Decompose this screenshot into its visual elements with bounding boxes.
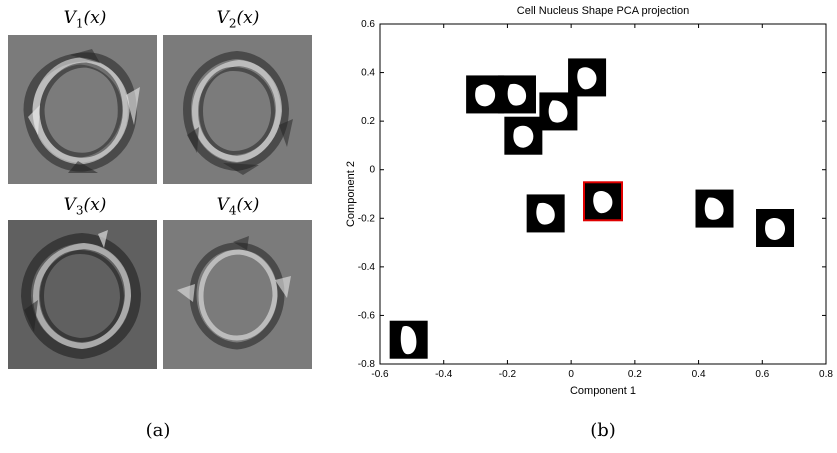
y-tick-label: -0.2 (358, 213, 376, 224)
nucleus-thumbnail (695, 189, 734, 228)
points-layer (389, 58, 795, 359)
x-tick-label: 0.2 (628, 369, 642, 380)
x-tick-label: 0 (568, 369, 574, 380)
nucleus-thumbnail (504, 116, 543, 155)
caption-b: (b) (590, 420, 616, 441)
mode-title-v3: V3(x) (63, 195, 107, 218)
x-tick-label: -0.4 (435, 369, 453, 380)
mode-image-v4 (163, 220, 312, 369)
mode-image-v2 (163, 35, 312, 184)
y-tick-label: -0.6 (358, 310, 376, 321)
y-axis-label: Component 2 (345, 161, 357, 227)
nucleus-thumbnail (539, 92, 578, 131)
nucleus-thumbnail-highlighted (583, 181, 623, 222)
mode-title-v2: V2(x) (216, 8, 260, 31)
x-tick-label: -0.2 (499, 369, 517, 380)
x-tick-label: 0.4 (692, 369, 706, 380)
x-axis: -0.6 -0.4 -0.2 0 0.2 0.4 0.6 0.8 (371, 24, 833, 380)
mode-title-v1: V1(x) (63, 8, 107, 31)
nucleus-thumbnail (497, 75, 536, 114)
x-tick-label: 0.8 (819, 369, 833, 380)
mode-image-v3 (8, 220, 157, 369)
y-axis: 0.6 0.4 0.2 0 -0.2 -0.4 -0.6 -0.8 (358, 19, 826, 370)
y-tick-label: -0.4 (358, 262, 376, 273)
chart-title: Cell Nucleus Shape PCA projection (517, 5, 689, 17)
mode-image-v1 (8, 35, 157, 184)
nucleus-thumbnail (568, 58, 607, 97)
nucleus-thumbnail (389, 320, 428, 359)
y-tick-label: 0 (369, 165, 375, 176)
mode-title-v4: V4(x) (216, 195, 260, 218)
pca-scatter-plot: Cell Nucleus Shape PCA projection -0.6 -0… (345, 5, 833, 397)
y-tick-label: 0.4 (361, 68, 375, 79)
y-tick-label: 0.6 (361, 19, 375, 30)
y-tick-label: -0.8 (358, 359, 376, 370)
x-tick-label: 0.6 (755, 369, 769, 380)
nucleus-thumbnail (756, 209, 795, 247)
nucleus-thumbnail (466, 75, 505, 114)
nucleus-thumbnail (526, 194, 565, 233)
caption-a: (a) (145, 420, 171, 441)
y-tick-label: 0.2 (361, 116, 375, 127)
x-axis-label: Component 1 (570, 385, 636, 397)
x-tick-label: -0.6 (371, 369, 389, 380)
